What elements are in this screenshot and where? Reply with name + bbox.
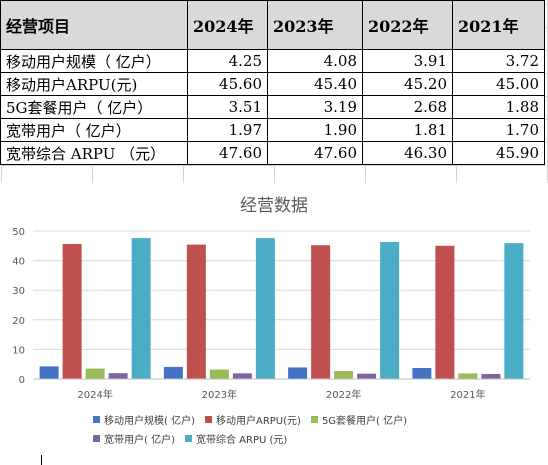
value-cell[interactable]: 45.90 bbox=[452, 141, 545, 165]
table-row: 宽带综合 ARPU （元） 47.60 47.60 46.30 45.90 bbox=[0, 141, 545, 165]
value-cell[interactable]: 4.08 bbox=[267, 49, 363, 73]
table-header-row: 经营项目 2024年 2023年 2022年 2021年 bbox=[0, 0, 545, 50]
bar bbox=[131, 238, 151, 379]
data-table: 经营项目 2024年 2023年 2022年 2021年 移动用户规模（ 亿户）… bbox=[0, 0, 545, 165]
value-cell[interactable]: 1.88 bbox=[452, 95, 545, 119]
row-label-cell[interactable]: 移动用户ARPU(元) bbox=[0, 72, 188, 96]
legend-swatch bbox=[93, 416, 100, 423]
row-label-cell[interactable]: 宽带用户（ 亿户） bbox=[0, 118, 188, 142]
x-tick-label: 2022年 bbox=[326, 388, 361, 401]
legend-label: 移动用户ARPU(元) bbox=[215, 416, 301, 427]
header-cell[interactable]: 经营项目 bbox=[0, 0, 188, 50]
bar-chart: 0 10 20 30 40 50 2024年 2023年 2022年 2021年 bbox=[12, 227, 530, 401]
value-cell[interactable]: 3.19 bbox=[267, 95, 363, 119]
bar bbox=[108, 373, 128, 379]
legend-row: 移动用户规模( 亿户) 移动用户ARPU(元) 5G套餐用户( 亿户) bbox=[0, 412, 548, 427]
x-tick-label: 2024年 bbox=[77, 388, 112, 401]
chart-legend: 移动用户规模( 亿户) 移动用户ARPU(元) 5G套餐用户( 亿户) 宽带用户( 亿… bbox=[0, 412, 548, 450]
bar bbox=[311, 245, 331, 379]
legend-label: 宽带综合 ARPU (元) bbox=[195, 435, 288, 446]
bar bbox=[209, 369, 229, 379]
bar bbox=[435, 245, 455, 379]
value-cell[interactable]: 4.25 bbox=[187, 49, 268, 73]
bar bbox=[481, 373, 501, 379]
bar bbox=[458, 373, 478, 379]
bar bbox=[232, 373, 252, 379]
value-cell[interactable]: 46.30 bbox=[362, 141, 453, 165]
chart-area[interactable]: 经营数据 0 10 20 30 40 50 2024年 2023年 2022年 2021年 移动用… bbox=[0, 183, 548, 465]
bar bbox=[380, 241, 400, 379]
value-cell[interactable]: 3.51 bbox=[187, 95, 268, 119]
x-tick-label: 2021年 bbox=[450, 388, 485, 401]
value-cell[interactable]: 1.81 bbox=[362, 118, 453, 142]
value-cell[interactable]: 47.60 bbox=[187, 141, 268, 165]
row-label-cell[interactable]: 移动用户规模（ 亿户） bbox=[0, 49, 188, 73]
table-row: 移动用户ARPU(元) 45.60 45.40 45.20 45.00 bbox=[0, 72, 545, 96]
value-cell[interactable]: 47.60 bbox=[267, 141, 363, 165]
text-cursor bbox=[41, 455, 42, 465]
legend-item: 宽带综合 ARPU (元) bbox=[184, 431, 288, 446]
legend-swatch bbox=[310, 416, 318, 423]
legend-item: 5G套餐用户( 亿户) bbox=[310, 412, 408, 427]
bar bbox=[504, 243, 524, 379]
table-row: 5G套餐用户（ 亿户） 3.51 3.19 2.68 1.88 bbox=[0, 95, 545, 119]
legend-label: 移动用户规模( 亿户) bbox=[104, 416, 195, 427]
y-tick-label: 10 bbox=[12, 345, 25, 356]
value-cell[interactable]: 45.00 bbox=[452, 72, 545, 96]
legend-label: 宽带用户( 亿户) bbox=[104, 435, 175, 446]
value-cell[interactable]: 2.68 bbox=[362, 95, 453, 119]
legend-swatch bbox=[184, 435, 192, 442]
row-label-cell[interactable]: 5G套餐用户（ 亿户） bbox=[0, 95, 188, 119]
bar bbox=[85, 368, 105, 379]
legend-item: 宽带用户( 亿户) bbox=[93, 431, 175, 446]
chart-title: 经营数据 bbox=[240, 196, 308, 216]
table-row: 宽带用户（ 亿户） 1.97 1.90 1.81 1.70 bbox=[0, 118, 545, 142]
y-tick-label: 30 bbox=[12, 286, 25, 297]
header-cell[interactable]: 2024年 bbox=[187, 0, 268, 50]
bar bbox=[357, 373, 377, 379]
legend-swatch bbox=[93, 435, 100, 442]
value-cell[interactable]: 45.20 bbox=[362, 72, 453, 96]
y-tick-label: 0 bbox=[19, 375, 25, 386]
y-tick-label: 20 bbox=[12, 316, 25, 327]
table-row: 移动用户规模（ 亿户） 4.25 4.08 3.91 3.72 bbox=[0, 49, 545, 73]
bar bbox=[255, 238, 275, 379]
y-tick-label: 50 bbox=[12, 227, 25, 238]
bar bbox=[186, 244, 206, 379]
value-cell[interactable]: 1.90 bbox=[267, 118, 363, 142]
legend-item: 移动用户ARPU(元) bbox=[204, 412, 301, 427]
y-tick-label: 40 bbox=[12, 257, 25, 268]
bar bbox=[39, 366, 59, 379]
bar bbox=[163, 366, 183, 379]
bar bbox=[62, 244, 82, 379]
legend-item: 移动用户规模( 亿户) bbox=[93, 412, 195, 427]
value-cell[interactable]: 3.91 bbox=[362, 49, 453, 73]
legend-label: 5G套餐用户( 亿户) bbox=[321, 416, 408, 427]
header-cell[interactable]: 2023年 bbox=[267, 0, 363, 50]
value-cell[interactable]: 45.60 bbox=[187, 72, 268, 96]
legend-swatch bbox=[204, 416, 212, 423]
bar bbox=[288, 367, 308, 379]
value-cell[interactable]: 3.72 bbox=[452, 49, 545, 73]
row-label-cell[interactable]: 宽带综合 ARPU （元） bbox=[0, 141, 188, 165]
bar bbox=[412, 367, 432, 379]
value-cell[interactable]: 1.70 bbox=[452, 118, 545, 142]
x-tick-label: 2023年 bbox=[202, 388, 237, 401]
legend-row: 宽带用户( 亿户) 宽带综合 ARPU (元) bbox=[0, 431, 548, 446]
value-cell[interactable]: 45.40 bbox=[267, 72, 363, 96]
header-cell[interactable]: 2021年 bbox=[452, 0, 545, 50]
value-cell[interactable]: 1.97 bbox=[187, 118, 268, 142]
header-cell[interactable]: 2022年 bbox=[362, 0, 453, 50]
bar bbox=[334, 371, 354, 379]
